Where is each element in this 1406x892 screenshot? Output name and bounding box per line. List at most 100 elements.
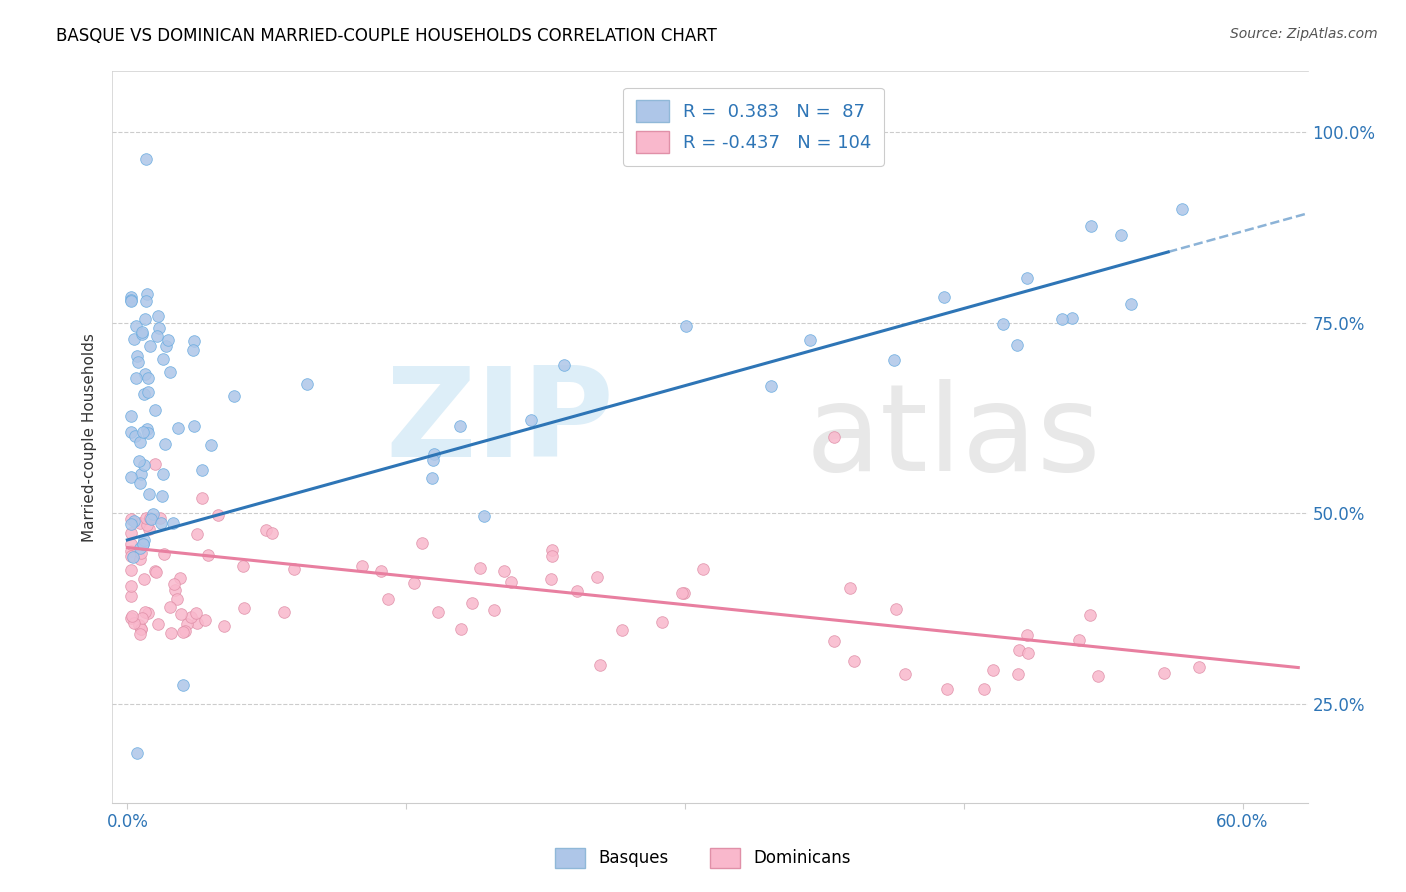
- Point: [222, 389, 245, 403]
- Point: [842, 654, 865, 668]
- Point: [120, 290, 142, 304]
- Point: [120, 469, 142, 483]
- Point: [1015, 271, 1038, 285]
- Point: [194, 613, 217, 627]
- Y-axis label: Married-couple Households: Married-couple Households: [82, 333, 97, 541]
- Point: [692, 562, 714, 576]
- Point: [143, 457, 166, 471]
- Point: [484, 603, 506, 617]
- Point: [759, 378, 782, 392]
- Point: [1067, 632, 1090, 647]
- Point: [134, 311, 156, 326]
- Point: [136, 517, 159, 532]
- Point: [148, 321, 170, 335]
- Point: [125, 349, 148, 363]
- Point: [135, 287, 157, 301]
- Point: [973, 681, 995, 696]
- Point: [125, 319, 148, 334]
- Point: [671, 585, 693, 599]
- Point: [159, 599, 181, 614]
- Point: [799, 333, 821, 347]
- Point: [197, 548, 219, 562]
- Legend: R =  0.383   N =  87, R = -0.437   N = 104: R = 0.383 N = 87, R = -0.437 N = 104: [623, 87, 884, 166]
- Point: [651, 615, 673, 630]
- Point: [541, 549, 564, 563]
- Point: [936, 681, 959, 696]
- Point: [422, 470, 444, 484]
- Point: [450, 622, 472, 636]
- Point: [152, 352, 174, 367]
- Point: [146, 329, 169, 343]
- Point: [180, 609, 202, 624]
- Point: [1153, 665, 1175, 680]
- Point: [883, 352, 905, 367]
- Point: [472, 509, 495, 524]
- Point: [128, 618, 150, 632]
- Point: [135, 152, 157, 166]
- Point: [1087, 669, 1109, 683]
- Point: [120, 293, 142, 307]
- Point: [983, 663, 1005, 677]
- Point: [297, 376, 319, 391]
- Point: [136, 385, 159, 400]
- Point: [136, 607, 159, 621]
- Point: [1171, 202, 1194, 217]
- Point: [176, 617, 198, 632]
- Point: [129, 622, 152, 636]
- Point: [145, 403, 167, 417]
- Point: [120, 516, 142, 531]
- Point: [122, 333, 145, 347]
- Point: [427, 606, 450, 620]
- Point: [129, 545, 152, 559]
- Point: [839, 581, 862, 595]
- Point: [1007, 667, 1029, 681]
- Point: [134, 533, 156, 547]
- Point: [212, 619, 235, 633]
- Point: [125, 746, 148, 760]
- Point: [127, 355, 149, 369]
- Point: [422, 453, 444, 467]
- Point: [232, 558, 254, 573]
- Point: [132, 537, 155, 551]
- Point: [254, 523, 277, 537]
- Point: [134, 605, 156, 619]
- Point: [585, 569, 607, 583]
- Point: [120, 543, 142, 558]
- Legend: Basques, Dominicans: Basques, Dominicans: [548, 841, 858, 875]
- Point: [122, 549, 145, 564]
- Point: [129, 627, 152, 641]
- Point: [129, 516, 152, 530]
- Point: [166, 591, 188, 606]
- Point: [402, 575, 425, 590]
- Point: [174, 624, 197, 639]
- Text: atlas: atlas: [806, 378, 1101, 496]
- Point: [132, 572, 155, 586]
- Point: [128, 454, 150, 468]
- Point: [136, 425, 159, 440]
- Point: [170, 607, 193, 621]
- Point: [120, 425, 142, 439]
- Point: [120, 579, 142, 593]
- Point: [1188, 660, 1211, 674]
- Point: [149, 516, 172, 530]
- Point: [142, 507, 165, 521]
- Text: Source: ZipAtlas.com: Source: ZipAtlas.com: [1230, 27, 1378, 41]
- Point: [1078, 608, 1101, 623]
- Point: [146, 309, 169, 323]
- Point: [153, 547, 176, 561]
- Point: [675, 319, 697, 334]
- Point: [567, 583, 589, 598]
- Point: [162, 577, 184, 591]
- Point: [146, 617, 169, 632]
- Point: [823, 430, 845, 444]
- Point: [672, 586, 695, 600]
- Point: [120, 409, 142, 423]
- Point: [135, 422, 157, 436]
- Point: [273, 605, 295, 619]
- Point: [120, 589, 142, 603]
- Point: [541, 542, 564, 557]
- Point: [138, 339, 160, 353]
- Point: [370, 565, 392, 579]
- Point: [129, 434, 152, 449]
- Point: [172, 678, 194, 692]
